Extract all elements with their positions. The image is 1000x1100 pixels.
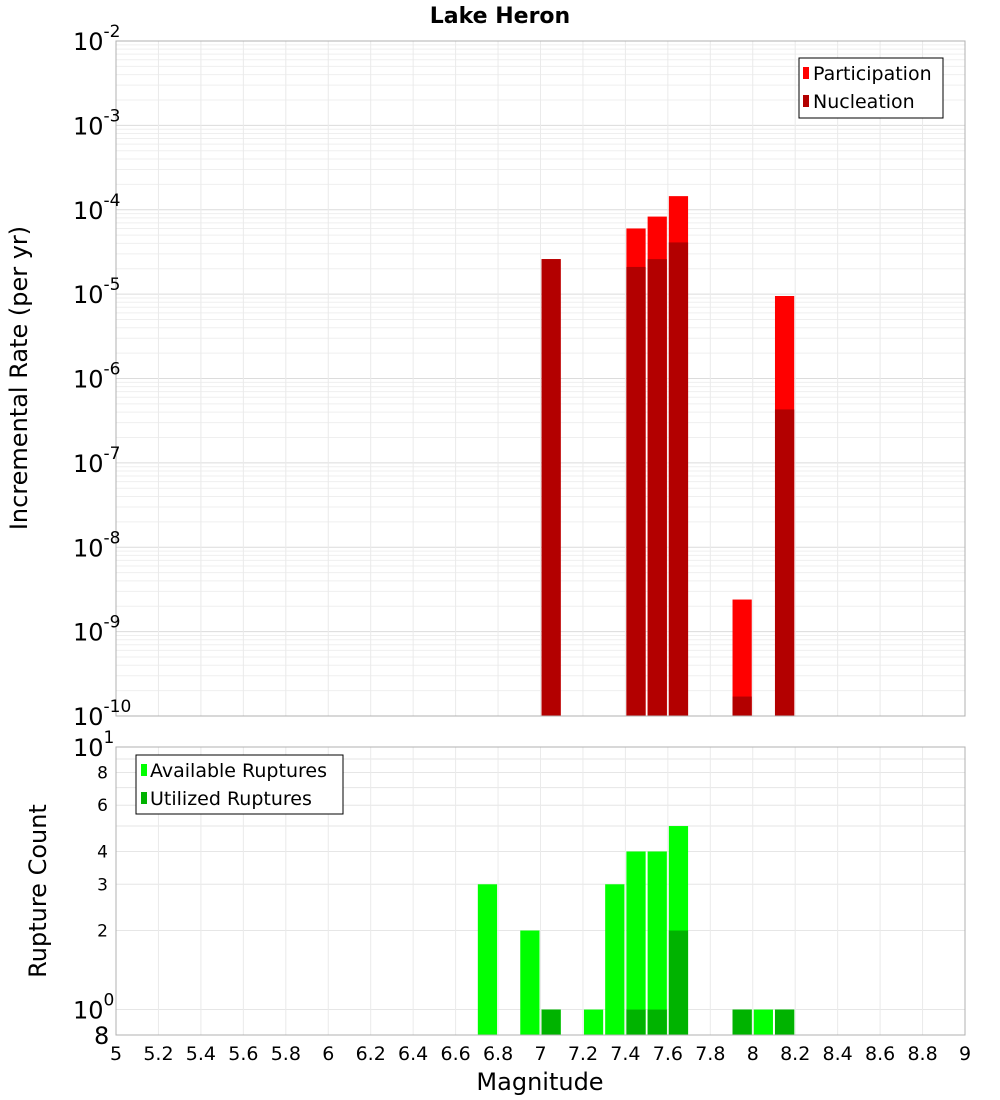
available-ruptures-bar	[626, 851, 646, 1035]
count-legend-box	[135, 754, 344, 815]
count-y-axis-label: Rupture Count	[24, 804, 52, 978]
count-y-tick-label: 8	[94, 1022, 109, 1050]
x-tick-label: 6	[322, 1043, 334, 1065]
utilized-ruptures-bar	[647, 1009, 667, 1035]
x-tick-label: 5.2	[143, 1043, 173, 1065]
x-tick-labels: 5 5.2 5.4 5.6 5.8 6 6.2 6.4 6.6 6.8 7 7.2 7.4 7.6 7.8 8…	[110, 1043, 971, 1065]
available-legend-swatch	[141, 764, 147, 776]
nucleation-bar	[668, 242, 689, 716]
count-y-tick-label: 8	[97, 763, 108, 783]
available-ruptures-bar	[753, 1009, 773, 1035]
count-y-tick-label: 3	[97, 875, 108, 895]
nucleation-bar	[732, 696, 752, 716]
utilized-ruptures-bar	[774, 1009, 795, 1035]
nucleation-bar	[626, 266, 646, 716]
rate-legend: Participation Nucleation	[798, 57, 944, 119]
available-ruptures-bar	[605, 884, 625, 1035]
x-tick-label: 7.8	[695, 1043, 725, 1065]
utilized-legend-label: Utilized Ruptures	[150, 788, 312, 810]
utilized-ruptures-bar	[668, 930, 689, 1035]
rate-y-tick-label: 10-8	[73, 528, 121, 562]
count-bars	[477, 826, 795, 1035]
x-tick-label: 8	[747, 1043, 759, 1065]
rate-y-tick-label: 10-5	[73, 275, 121, 309]
rate-y-tick-label: 10-4	[73, 191, 121, 225]
rate-y-tick-label: 10-9	[73, 613, 121, 647]
count-y-tick-label: 6	[97, 796, 108, 816]
rate-bars	[541, 196, 795, 716]
rate-y-tick-label: 10-10	[73, 697, 131, 731]
available-ruptures-bar	[477, 884, 498, 1035]
rate-plot-border	[115, 40, 966, 717]
x-tick-label: 7.6	[653, 1043, 683, 1065]
available-ruptures-bar	[583, 1009, 604, 1035]
nucleation-bar	[647, 259, 667, 716]
available-legend-label: Available Ruptures	[150, 760, 327, 782]
x-tick-label: 6.4	[398, 1043, 428, 1065]
available-ruptures-bar	[520, 930, 540, 1035]
count-y-tick-label: 2	[97, 922, 108, 942]
rate-y-tick-label: 10-6	[73, 360, 121, 394]
x-tick-label: 5.6	[228, 1043, 258, 1065]
x-tick-label: 5	[110, 1043, 122, 1065]
utilized-ruptures-bar	[541, 1009, 561, 1035]
count-plot-border	[115, 746, 966, 1036]
x-axis-label: Magnitude	[476, 1068, 603, 1096]
rate-panel: 10-10 10-9 10-8 10-7 10-6 10-5 10-4 10-3 10-2 In…	[5, 22, 966, 731]
chart-title: Lake Heron	[430, 4, 570, 29]
x-tick-label: 7.2	[568, 1043, 598, 1065]
x-tick-label: 8.2	[780, 1043, 810, 1065]
utilized-legend-swatch	[141, 792, 147, 804]
rate-y-tick-label: 10-3	[73, 106, 121, 140]
x-tick-label: 5.4	[186, 1043, 216, 1065]
x-tick-label: 6.8	[483, 1043, 513, 1065]
nucleation-bar	[541, 259, 561, 716]
count-y-tick-label: 101	[73, 728, 114, 762]
participation-bar	[732, 599, 752, 716]
rate-y-tick-label: 10-7	[73, 444, 121, 478]
nucleation-bar	[774, 409, 795, 716]
rate-gridlines	[115, 41, 966, 717]
x-tick-label: 7	[534, 1043, 546, 1065]
available-ruptures-bar	[647, 851, 667, 1035]
x-tick-label: 5.8	[271, 1043, 301, 1065]
x-tick-label: 8.8	[907, 1043, 937, 1065]
rate-legend-box	[798, 57, 944, 119]
nucleation-legend-swatch	[803, 95, 809, 107]
utilized-ruptures-bar	[626, 1009, 646, 1035]
x-tick-label: 7.4	[610, 1043, 640, 1065]
x-tick-label: 6.6	[440, 1043, 470, 1065]
rate-y-tick-label: 10-2	[73, 22, 121, 56]
count-y-tick-label: 100	[73, 991, 114, 1025]
x-tick-label: 6.2	[356, 1043, 386, 1065]
participation-legend-swatch	[803, 67, 809, 79]
count-y-tick-label: 4	[97, 842, 108, 862]
x-tick-label: 8.4	[823, 1043, 853, 1065]
x-tick-label: 8.6	[865, 1043, 895, 1065]
utilized-ruptures-bar	[732, 1009, 752, 1035]
count-legend: Available Ruptures Utilized Ruptures	[135, 754, 344, 815]
participation-legend-label: Participation	[813, 63, 932, 85]
rate-y-axis-label: Incremental Rate (per yr)	[5, 226, 33, 530]
x-tick-label: 9	[959, 1043, 971, 1065]
nucleation-legend-label: Nucleation	[813, 91, 915, 113]
